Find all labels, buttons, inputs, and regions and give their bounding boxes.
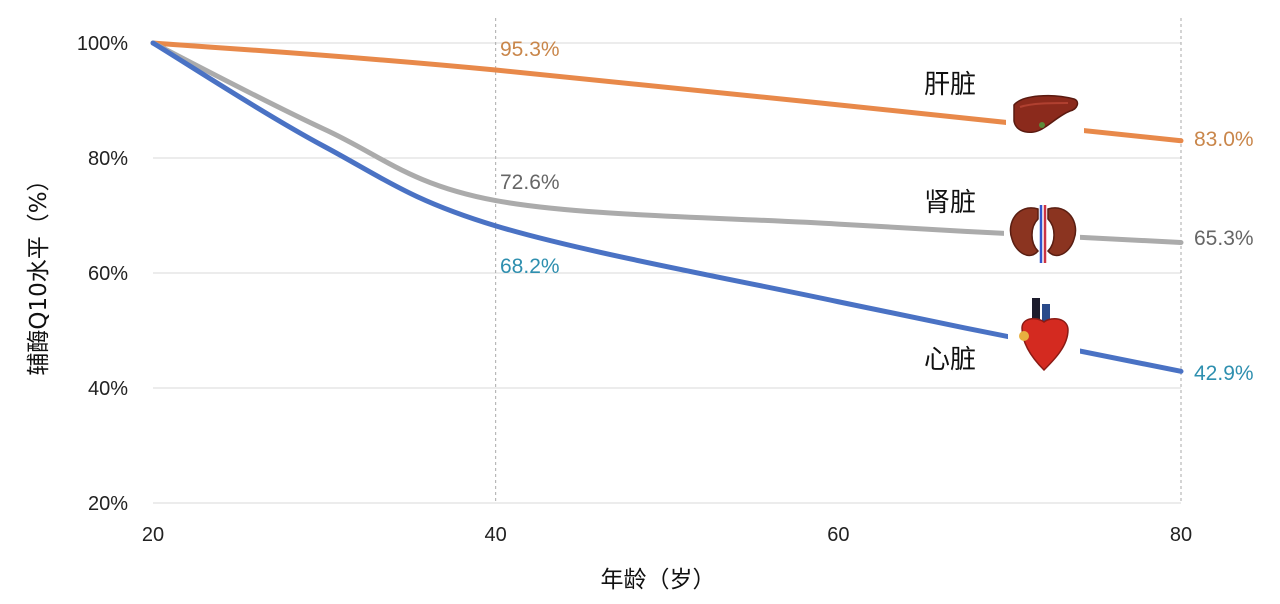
- x-tick-label: 80: [1170, 524, 1192, 546]
- heart-label: 心脏: [924, 345, 976, 375]
- x-tick-label: 40: [485, 524, 507, 546]
- heart-icon: [1008, 296, 1080, 374]
- kidneys-icon: [1004, 201, 1080, 263]
- heart-value-80: 42.9%: [1194, 362, 1254, 385]
- y-axis-ticks: 20% 40% 60% 80% 100%: [77, 33, 128, 515]
- liver-value-80: 83.0%: [1194, 128, 1254, 151]
- liver-label: 肝脏: [924, 70, 976, 100]
- y-tick-label: 100%: [77, 33, 128, 55]
- gridlines: [153, 18, 1182, 504]
- y-tick-label: 60%: [88, 263, 128, 285]
- kidney-label: 肾脏: [924, 188, 976, 218]
- heart-line: [150, 40, 1184, 374]
- liver-icon: [1006, 87, 1084, 137]
- heart-value-40: 68.2%: [500, 255, 560, 278]
- x-tick-label: 20: [142, 524, 164, 546]
- y-tick-label: 20%: [88, 493, 128, 515]
- y-tick-label: 40%: [88, 378, 128, 400]
- kidney-value-40: 72.6%: [500, 171, 560, 194]
- x-axis-ticks: 20 40 60 80: [142, 524, 1192, 546]
- kidney-line: [150, 40, 1184, 246]
- y-tick-label: 80%: [88, 148, 128, 170]
- y-axis-title: 辅酶Q10水平（%）: [26, 168, 52, 375]
- x-axis-title: 年龄（岁）: [601, 567, 716, 593]
- x-tick-label: 60: [827, 524, 849, 546]
- kidney-value-80: 65.3%: [1194, 227, 1254, 250]
- liver-value-40: 95.3%: [500, 38, 560, 61]
